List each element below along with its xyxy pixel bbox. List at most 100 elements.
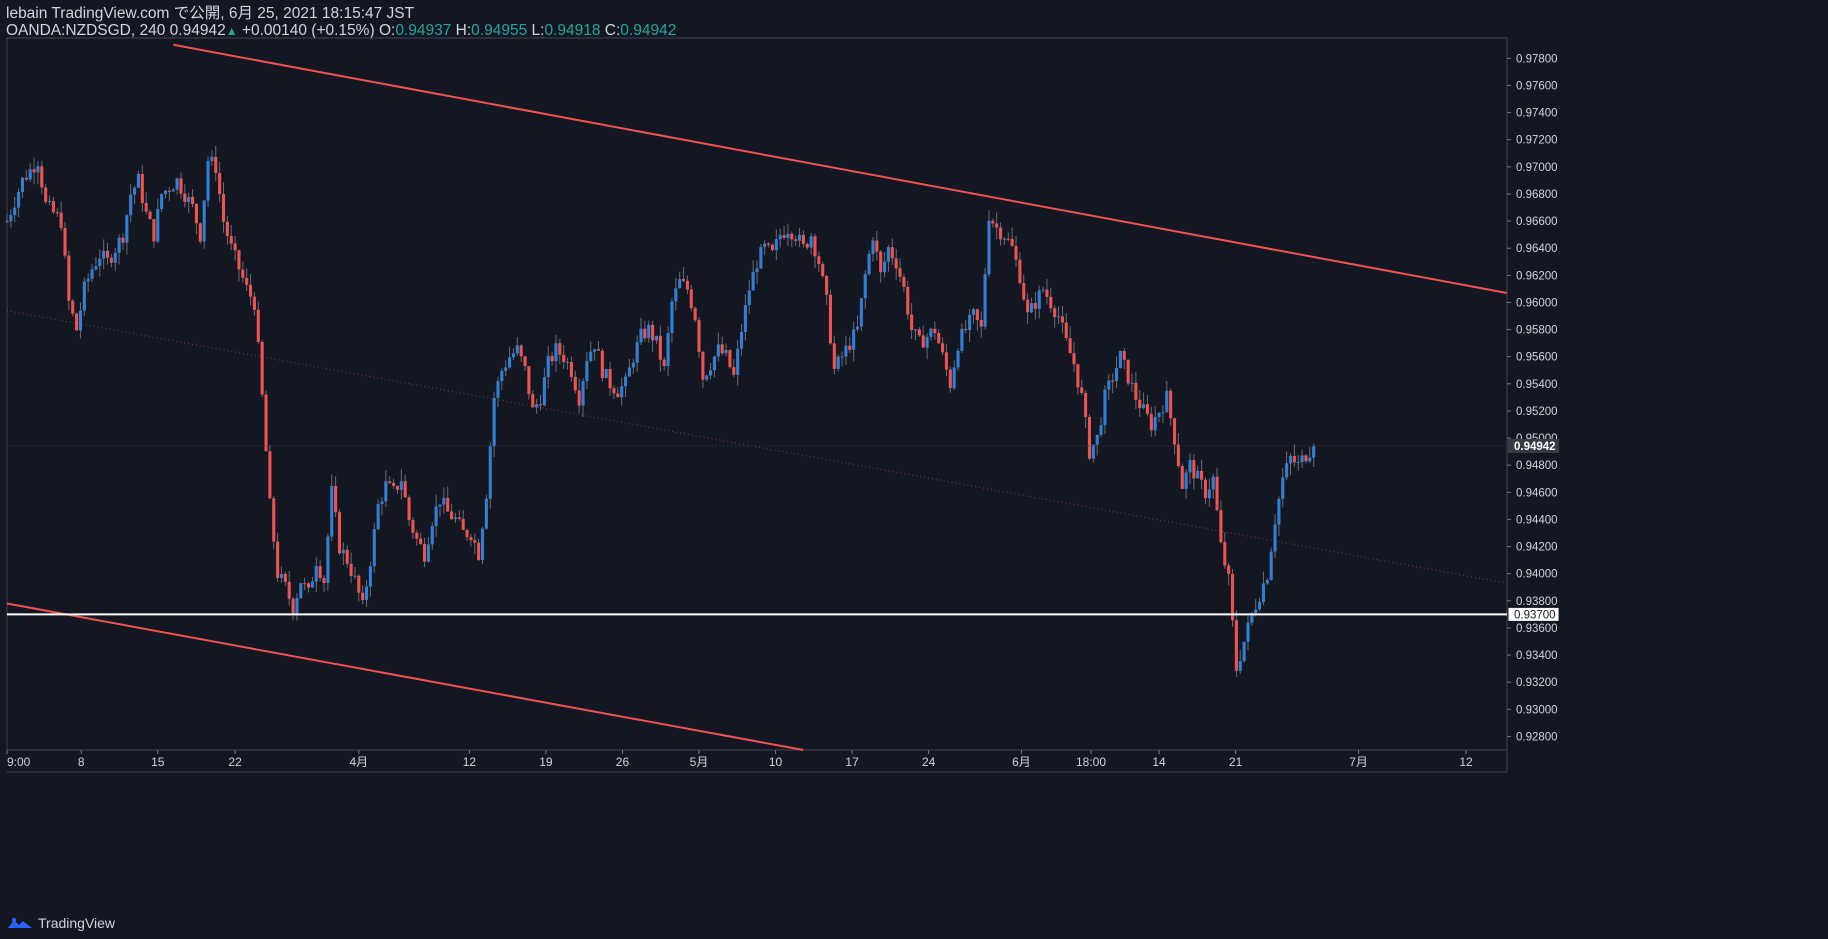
candle-down: [40, 166, 44, 188]
high-value: 0.94955: [471, 22, 528, 39]
candle-down: [1149, 413, 1153, 431]
candle-down: [937, 333, 941, 344]
candle-down: [198, 223, 202, 242]
candle-up: [670, 301, 674, 334]
candle-down: [1304, 455, 1308, 462]
candle-up: [546, 355, 550, 378]
low-value: 0.94918: [544, 22, 601, 39]
candle-up: [1242, 641, 1246, 662]
candle-up: [163, 190, 168, 195]
candle-down: [318, 566, 322, 578]
candle-down: [801, 234, 805, 244]
candle-up: [187, 196, 191, 202]
time-tick-label: 19: [539, 755, 553, 769]
candle-down: [303, 583, 307, 585]
candle-up: [82, 281, 86, 311]
candle-down: [658, 335, 662, 360]
candle-down: [24, 177, 28, 180]
candle-down: [422, 543, 427, 562]
price-axis[interactable]: 0.92800 0.93000 0.93200 0.93400 0.93600 0.938…: [1507, 53, 1560, 743]
candle-up: [712, 356, 717, 371]
candle-down: [1010, 238, 1014, 246]
candle-up: [117, 237, 121, 253]
candle-up: [1273, 524, 1277, 552]
candle-up: [666, 333, 670, 367]
candle-down: [140, 173, 144, 203]
candle-down: [1026, 299, 1030, 313]
candle-down: [5, 221, 9, 223]
candle-up: [125, 215, 129, 243]
support-level-badge-label: 0.93700: [1514, 609, 1556, 621]
candle-down: [999, 227, 1003, 240]
candle-down: [1076, 364, 1080, 388]
candle-up: [913, 329, 918, 331]
candle-down: [906, 286, 910, 315]
candle-down: [1122, 351, 1126, 360]
candle-up: [1095, 434, 1099, 445]
candle-up: [859, 298, 863, 327]
candle-down: [75, 313, 79, 331]
candle-up: [9, 215, 13, 222]
candle-up: [1099, 425, 1103, 435]
candle-up: [1161, 412, 1165, 414]
candle-down: [979, 319, 983, 327]
time-axis[interactable]: 9:00 8 15 22 4月 12 19 26 5月 10 17 24 6月 18:00 14 21 7月 12: [6, 750, 1473, 769]
candle-down: [44, 187, 48, 203]
time-tick-label: 14: [1152, 755, 1166, 769]
candle-down: [1172, 418, 1177, 445]
candle-down: [283, 573, 287, 582]
candle-down: [1049, 296, 1053, 309]
candle-up: [1211, 476, 1215, 490]
candle-up: [956, 350, 960, 368]
candle-up: [581, 381, 585, 406]
price-tick-label: 0.96800: [1516, 189, 1558, 201]
candle-down: [268, 451, 272, 499]
candle-up: [1157, 413, 1161, 417]
candle-up: [1258, 601, 1262, 610]
candle-up: [786, 233, 790, 238]
candle-up: [1057, 316, 1061, 318]
candle-up: [504, 367, 508, 371]
candle-down: [643, 328, 647, 339]
candle-up: [299, 583, 303, 599]
candle-up: [1184, 472, 1188, 489]
candle-down: [813, 236, 817, 257]
candle-down: [1203, 479, 1207, 499]
candle-down: [229, 236, 233, 244]
candle-up: [1238, 661, 1242, 671]
candle-down: [241, 269, 245, 278]
candle-down: [728, 350, 732, 368]
candle-up: [952, 367, 956, 389]
candle-up: [488, 446, 492, 499]
candle-up: [1312, 445, 1316, 458]
candle-up: [364, 586, 369, 601]
candle-down: [260, 341, 264, 395]
price-tick-label: 0.96000: [1516, 297, 1558, 309]
candle-down: [457, 517, 461, 519]
candle-up: [160, 194, 164, 209]
price-tick-label: 0.94400: [1516, 514, 1558, 526]
candle-down: [767, 243, 771, 245]
price-tick-label: 0.94000: [1516, 569, 1558, 581]
candle-up: [330, 486, 334, 537]
candle-down: [59, 212, 63, 228]
candle-down: [1227, 565, 1231, 574]
candle-up: [326, 536, 330, 583]
candle-up: [925, 336, 929, 348]
tradingview-watermark[interactable]: TradingView: [6, 915, 115, 931]
candle-up: [442, 497, 446, 505]
candle-down: [697, 320, 701, 352]
candle-down: [167, 190, 171, 192]
candle-down: [821, 264, 825, 277]
candle-down: [148, 211, 152, 220]
candle-up: [310, 581, 314, 588]
candle-down: [67, 255, 71, 301]
candle-down: [415, 532, 419, 539]
channel-lines: [6, 43, 1508, 751]
candle-down: [1045, 289, 1049, 297]
candle-up: [1103, 389, 1107, 426]
candle-up: [852, 329, 856, 350]
time-tick-label: 24: [922, 755, 936, 769]
up-arrow-icon: ▲: [225, 24, 238, 38]
